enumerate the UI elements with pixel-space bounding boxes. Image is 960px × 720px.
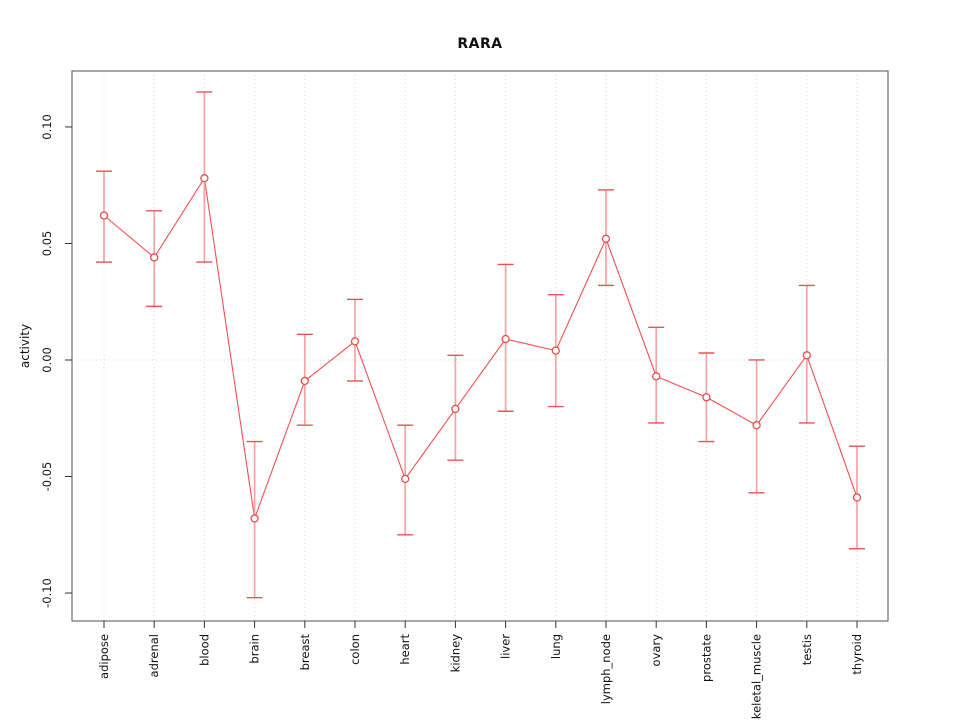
x-tick-label: lung bbox=[549, 634, 563, 659]
x-tick-label: adipose bbox=[97, 634, 111, 679]
data-point bbox=[501, 334, 510, 344]
data-point bbox=[702, 393, 711, 402]
y-tick-label: -0.10 bbox=[40, 578, 54, 608]
y-tick-label: -0.05 bbox=[40, 462, 54, 492]
x-tick-label: kidney bbox=[448, 634, 462, 673]
data-point bbox=[852, 493, 862, 502]
x-tick-label: thyroid bbox=[850, 634, 864, 675]
y-tick-label: 0.05 bbox=[40, 231, 54, 257]
data-point bbox=[99, 211, 109, 220]
x-tick-label: ovary bbox=[649, 634, 663, 667]
y-tick-label: 0.10 bbox=[40, 114, 54, 140]
data-point bbox=[601, 234, 611, 243]
y-tick-label: 0.00 bbox=[40, 347, 54, 373]
x-tick-label: lymph_node bbox=[599, 634, 613, 704]
x-tick-label: colon bbox=[348, 634, 362, 665]
data-point bbox=[551, 346, 560, 355]
data-point bbox=[350, 337, 360, 346]
data-point bbox=[401, 474, 410, 483]
x-tick-label: breast bbox=[298, 634, 312, 671]
data-point bbox=[200, 174, 209, 183]
x-tick-label: skeletal_muscle bbox=[750, 634, 764, 720]
y-axis-title: activity bbox=[18, 323, 32, 369]
chart-title: RARA bbox=[457, 36, 503, 52]
data-point bbox=[652, 372, 661, 381]
x-tick-label: testis bbox=[800, 634, 814, 665]
data-point bbox=[300, 376, 309, 386]
data-point bbox=[802, 351, 811, 360]
plot-border bbox=[71, 70, 889, 622]
x-tick-label: prostate bbox=[699, 634, 713, 682]
data-point bbox=[150, 253, 159, 262]
data-point bbox=[752, 421, 761, 430]
x-tick-label: blood bbox=[197, 634, 211, 666]
x-tick-label: liver bbox=[499, 634, 513, 659]
x-tick-label: adrenal bbox=[147, 634, 161, 677]
data-point bbox=[250, 514, 259, 523]
x-tick-label: brain bbox=[248, 634, 262, 664]
data-point bbox=[451, 404, 460, 414]
series-line bbox=[103, 176, 858, 519]
x-tick-label: heart bbox=[398, 634, 412, 665]
